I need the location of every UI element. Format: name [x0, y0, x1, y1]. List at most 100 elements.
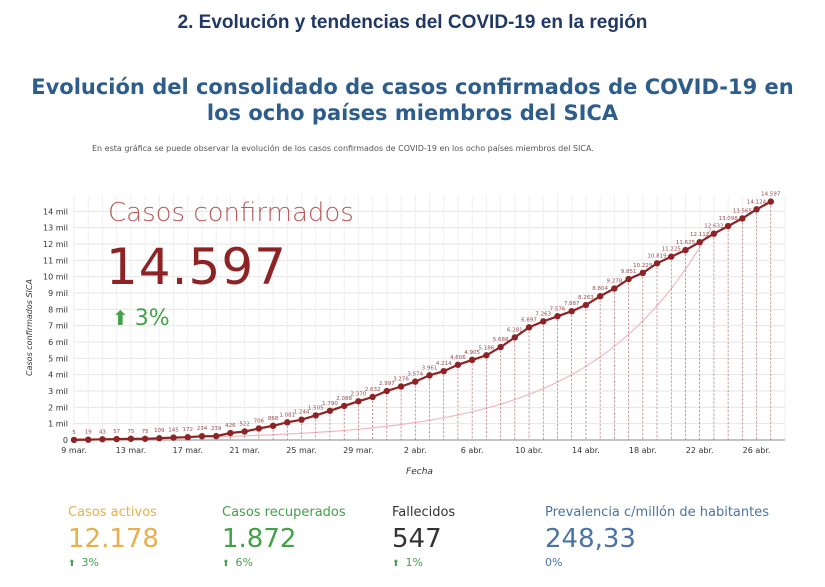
kpi-change-value: 1%	[405, 556, 423, 569]
x-tick-label: 10 abr.	[515, 446, 543, 455]
data-label: 19	[85, 430, 92, 436]
data-label: 6.897	[521, 317, 537, 323]
headline-change: ⬆ 3%	[112, 306, 170, 331]
kpi-casos-recuperados: Casos recuperados 1.872 ⬆ 6%	[222, 505, 346, 569]
kpi-change-value: 0%	[545, 556, 563, 569]
section-heading: 2. Evolución y tendencias del COVID-19 e…	[177, 12, 648, 33]
up-arrow-icon: ⬆	[112, 306, 129, 330]
data-label: 9.278	[606, 278, 622, 284]
data-point	[156, 435, 163, 442]
data-label: 14.597	[761, 192, 781, 198]
data-label: 234	[197, 426, 208, 432]
data-point	[497, 343, 504, 351]
y-tick-label: 14 mil	[43, 207, 68, 216]
data-label: 7.263	[535, 311, 551, 317]
data-label: 4.905	[464, 350, 480, 356]
chart-grid	[73, 195, 786, 441]
up-arrow-icon: ⬆	[392, 559, 400, 569]
kpi-change: ⬆ 6%	[222, 556, 346, 569]
data-label: 706	[254, 418, 265, 424]
data-point	[227, 429, 234, 437]
data-label: 10.229	[633, 263, 653, 269]
data-label: 11.225	[662, 247, 682, 253]
data-point	[540, 318, 547, 325]
cases-series	[70, 198, 774, 444]
data-label: 2.370	[351, 391, 367, 397]
y-tick-label: 7 mil	[48, 322, 68, 331]
data-label: 14.124	[747, 199, 767, 205]
y-tick-label: 11 mil	[43, 256, 68, 265]
data-label: 9.851	[621, 269, 637, 275]
data-point	[113, 435, 120, 443]
data-label: 868	[268, 416, 279, 422]
chart-main-title-line1: Evolución del consolidado de casos confi…	[31, 75, 794, 99]
data-point	[611, 285, 618, 292]
data-label: 43	[99, 429, 106, 435]
data-label: 8.263	[578, 295, 594, 301]
data-point	[340, 402, 348, 410]
chart-main-title-line2: los ocho países miembros del SICA	[206, 101, 619, 125]
kpi-label: Casos activos	[68, 505, 157, 520]
kpi-change: 0%	[545, 556, 769, 569]
data-label: 57	[113, 429, 120, 435]
data-point	[70, 436, 78, 444]
data-point	[184, 433, 191, 441]
x-tick-label: 6 abr.	[461, 446, 484, 455]
y-tick-label: 10 mil	[43, 273, 68, 282]
data-point	[440, 367, 447, 375]
data-point	[326, 407, 334, 414]
data-label: 12.632	[704, 224, 723, 230]
data-label: 239	[211, 426, 222, 432]
y-tick-label: 4 mil	[48, 371, 68, 380]
data-point	[625, 275, 632, 283]
data-label: 145	[168, 428, 179, 434]
data-point	[284, 419, 291, 426]
chart-subtitle: En esta gráfica se puede observar la evo…	[92, 144, 594, 153]
x-tick-label: 2 abr.	[404, 446, 427, 455]
data-label: 426	[225, 423, 236, 429]
x-axis-ticks: 9 mar. 13 mar. 17 mar. 21 mar. 25 mar. 29 mar…	[61, 446, 770, 455]
data-label: 7.887	[564, 301, 580, 307]
data-label: 3.574	[407, 372, 423, 378]
data-point	[426, 372, 433, 379]
kpi-change-value: 6%	[235, 556, 253, 569]
data-label: 5	[72, 430, 76, 436]
data-label: 1.081	[279, 412, 295, 418]
data-label: 75	[142, 429, 149, 435]
y-tick-label: 6 mil	[48, 338, 68, 347]
data-label: 6.281	[507, 327, 523, 333]
data-point	[468, 356, 476, 364]
x-tick-label: 21 mar.	[229, 446, 260, 455]
kpi-change: ⬆ 1%	[392, 556, 455, 569]
data-point	[369, 393, 376, 401]
data-label: 2.997	[379, 381, 395, 387]
data-point	[412, 378, 419, 385]
data-label: 2.632	[365, 387, 381, 393]
y-tick-label: 3 mil	[48, 387, 68, 396]
data-point	[525, 324, 533, 331]
data-label: 3.276	[393, 376, 409, 382]
data-point	[99, 436, 106, 443]
y-tick-label: 13 mil	[43, 224, 68, 233]
kpi-casos-activos: Casos activos 12.178 ⬆ 3%	[68, 505, 159, 569]
x-tick-label: 13 mar.	[116, 446, 147, 455]
up-arrow-icon: ⬆	[222, 559, 230, 569]
data-point	[554, 313, 561, 320]
kpi-label: Prevalencia c/millón de habitantes	[545, 505, 770, 520]
headline-label: Casos confirmados	[108, 198, 354, 228]
headline-change-value: 3%	[134, 306, 170, 331]
data-point	[653, 260, 661, 267]
kpi-change: ⬆ 3%	[68, 556, 159, 569]
kpi-change-value: 3%	[81, 556, 99, 569]
up-arrow-icon: ⬆	[68, 559, 76, 569]
x-tick-label: 9 mar.	[61, 446, 86, 455]
data-label: 75	[127, 429, 134, 435]
kpi-value: 547	[392, 524, 442, 554]
data-point	[312, 412, 319, 419]
y-axis-ticks: 0 1 mil 2 mil 3 mil 4 mil 5 mil 6 mil 7 mil 8 mi…	[43, 207, 68, 445]
y-axis-label: Casos confirmados SICA	[25, 279, 34, 376]
data-point	[298, 416, 305, 423]
data-point	[639, 269, 646, 277]
x-tick-label: 18 abr.	[629, 446, 657, 455]
